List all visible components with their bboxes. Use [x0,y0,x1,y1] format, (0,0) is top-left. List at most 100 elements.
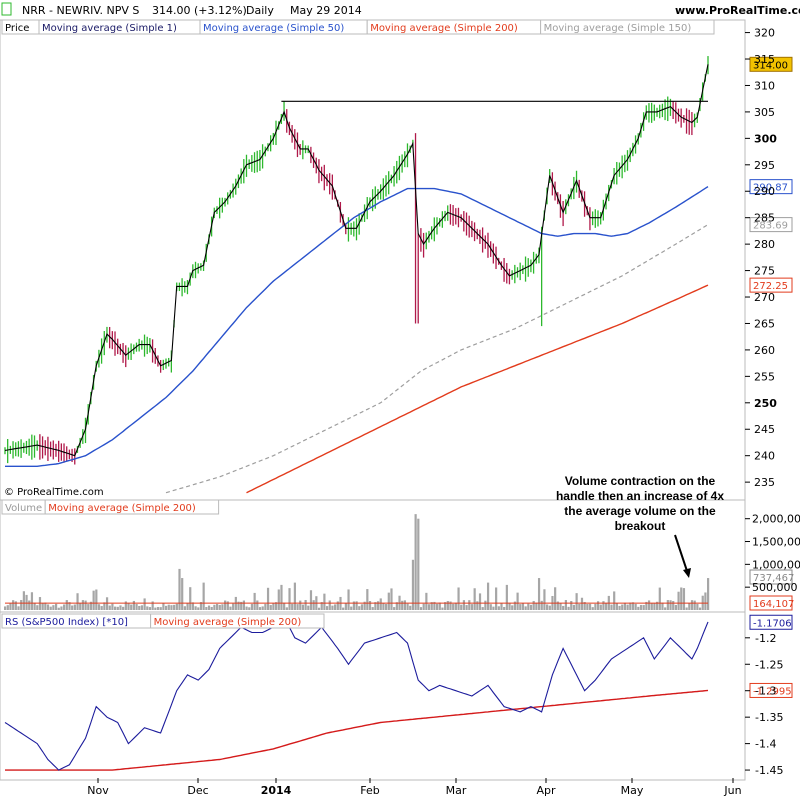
volume-bar [237,601,240,610]
volume-bar [151,601,154,610]
ma150-tag: 283.69 [749,217,793,233]
volume-bar [661,602,664,610]
volume-bar [371,607,374,610]
volume-bar [435,603,439,610]
rs-legend-item: RS (S&P500 Index) [*10] [5,617,128,628]
volume-bar [218,604,221,610]
volume-bar [674,604,678,610]
volume-bar [564,600,567,610]
volume-bar [226,601,229,610]
volume-bar [95,589,98,610]
volume-bar [280,584,283,610]
volume-bar [283,602,286,610]
rs-tick-label: -1.45 [755,764,783,777]
volume-bar [454,602,457,610]
volume-bar [296,604,299,610]
rs-tag-box [749,614,793,630]
volume-bar [245,606,248,610]
x-tick-label: Mar [446,784,467,797]
volume-bar [385,603,388,610]
volume-bar [331,605,334,610]
volume-bar [162,603,165,610]
volume-bar [6,605,9,610]
volume-bar [462,600,466,610]
x-tick-label: Feb [360,784,379,797]
volume-bar [524,606,527,610]
volume-bar [207,605,211,610]
volume-bar [181,578,184,610]
volume-bar [452,603,455,610]
volume-bar [693,600,696,610]
volume-bar [682,588,686,610]
volume-bar [629,602,632,610]
volume-bar [422,603,425,610]
legends: Price Moving average (Simple 1) Moving ave… [1,19,715,629]
ma50-tag-text: 290.87 [753,183,788,194]
volume-bar [114,606,117,610]
rs-ma-line [5,689,709,771]
volume-bar [615,603,618,610]
price-tick-label: 315 [754,53,775,66]
volume-bar [696,603,699,610]
volume-bar [266,587,270,610]
volume-bar [111,603,114,610]
volume-bar [242,600,246,610]
volume-bar [363,601,366,610]
volume-bar [12,600,15,610]
volume-bar [642,605,645,610]
volume-bar [382,603,385,610]
volume-bar [366,589,369,610]
price-tick-label: 310 [754,79,775,92]
volume-bar [438,602,441,610]
rs-tick-label: -1.2 [755,632,776,645]
volume-bar [73,604,76,610]
volume-ma-tag-box [749,569,793,585]
rs-plot: -1.1706 -1.2995 [4,614,793,771]
volume-bar [374,602,377,610]
rs-tag-text: -1.1706 [753,618,792,629]
rs-tick-label: -1.3 [755,685,776,698]
volume-bar [489,604,492,610]
volume-bar [505,584,508,610]
volume-ma-tag: 737,467 [749,569,794,585]
volume-bar [497,606,500,610]
site-label: www.ProRealTime.com [675,4,800,17]
volume-bar [537,578,541,610]
volume-bar [602,601,605,610]
volume-bar [481,607,484,610]
volume-bar [594,603,597,610]
symbol-title: NRR - NEWRIV. NPV S [22,4,139,17]
volume-bar [508,602,511,610]
copyright: © ProRealTime.com [4,487,104,498]
volume-bar [637,606,640,610]
price-tick-label: 275 [754,265,775,278]
volume-bar [46,604,50,610]
price-panel-frame [0,19,746,501]
volume-bar [130,604,133,610]
volume-bar [44,602,47,610]
volume-bar [224,600,227,610]
volume-bar [586,604,589,610]
price-tick-label: 285 [754,212,775,225]
volume-bar [277,589,280,610]
volume-bar [285,607,288,610]
volume-bar [240,601,243,610]
volume-bar [229,606,232,610]
volume-bar [690,600,694,610]
volume-bar [317,607,321,610]
volume-bar [672,601,675,610]
volume-bar [87,604,90,610]
volume-bar [197,607,200,610]
volume-bar [495,587,498,610]
volume-bar [599,604,602,610]
volume-bar [213,604,216,610]
volume-bar [170,605,173,610]
volume-bar [532,600,535,610]
volume-bar [529,604,533,610]
volume-bar [33,602,36,610]
volume-bar [28,600,31,610]
volume-bar [411,559,415,610]
volume-bar [500,603,503,610]
volume-bar [441,607,444,610]
volume-bar [164,605,168,610]
